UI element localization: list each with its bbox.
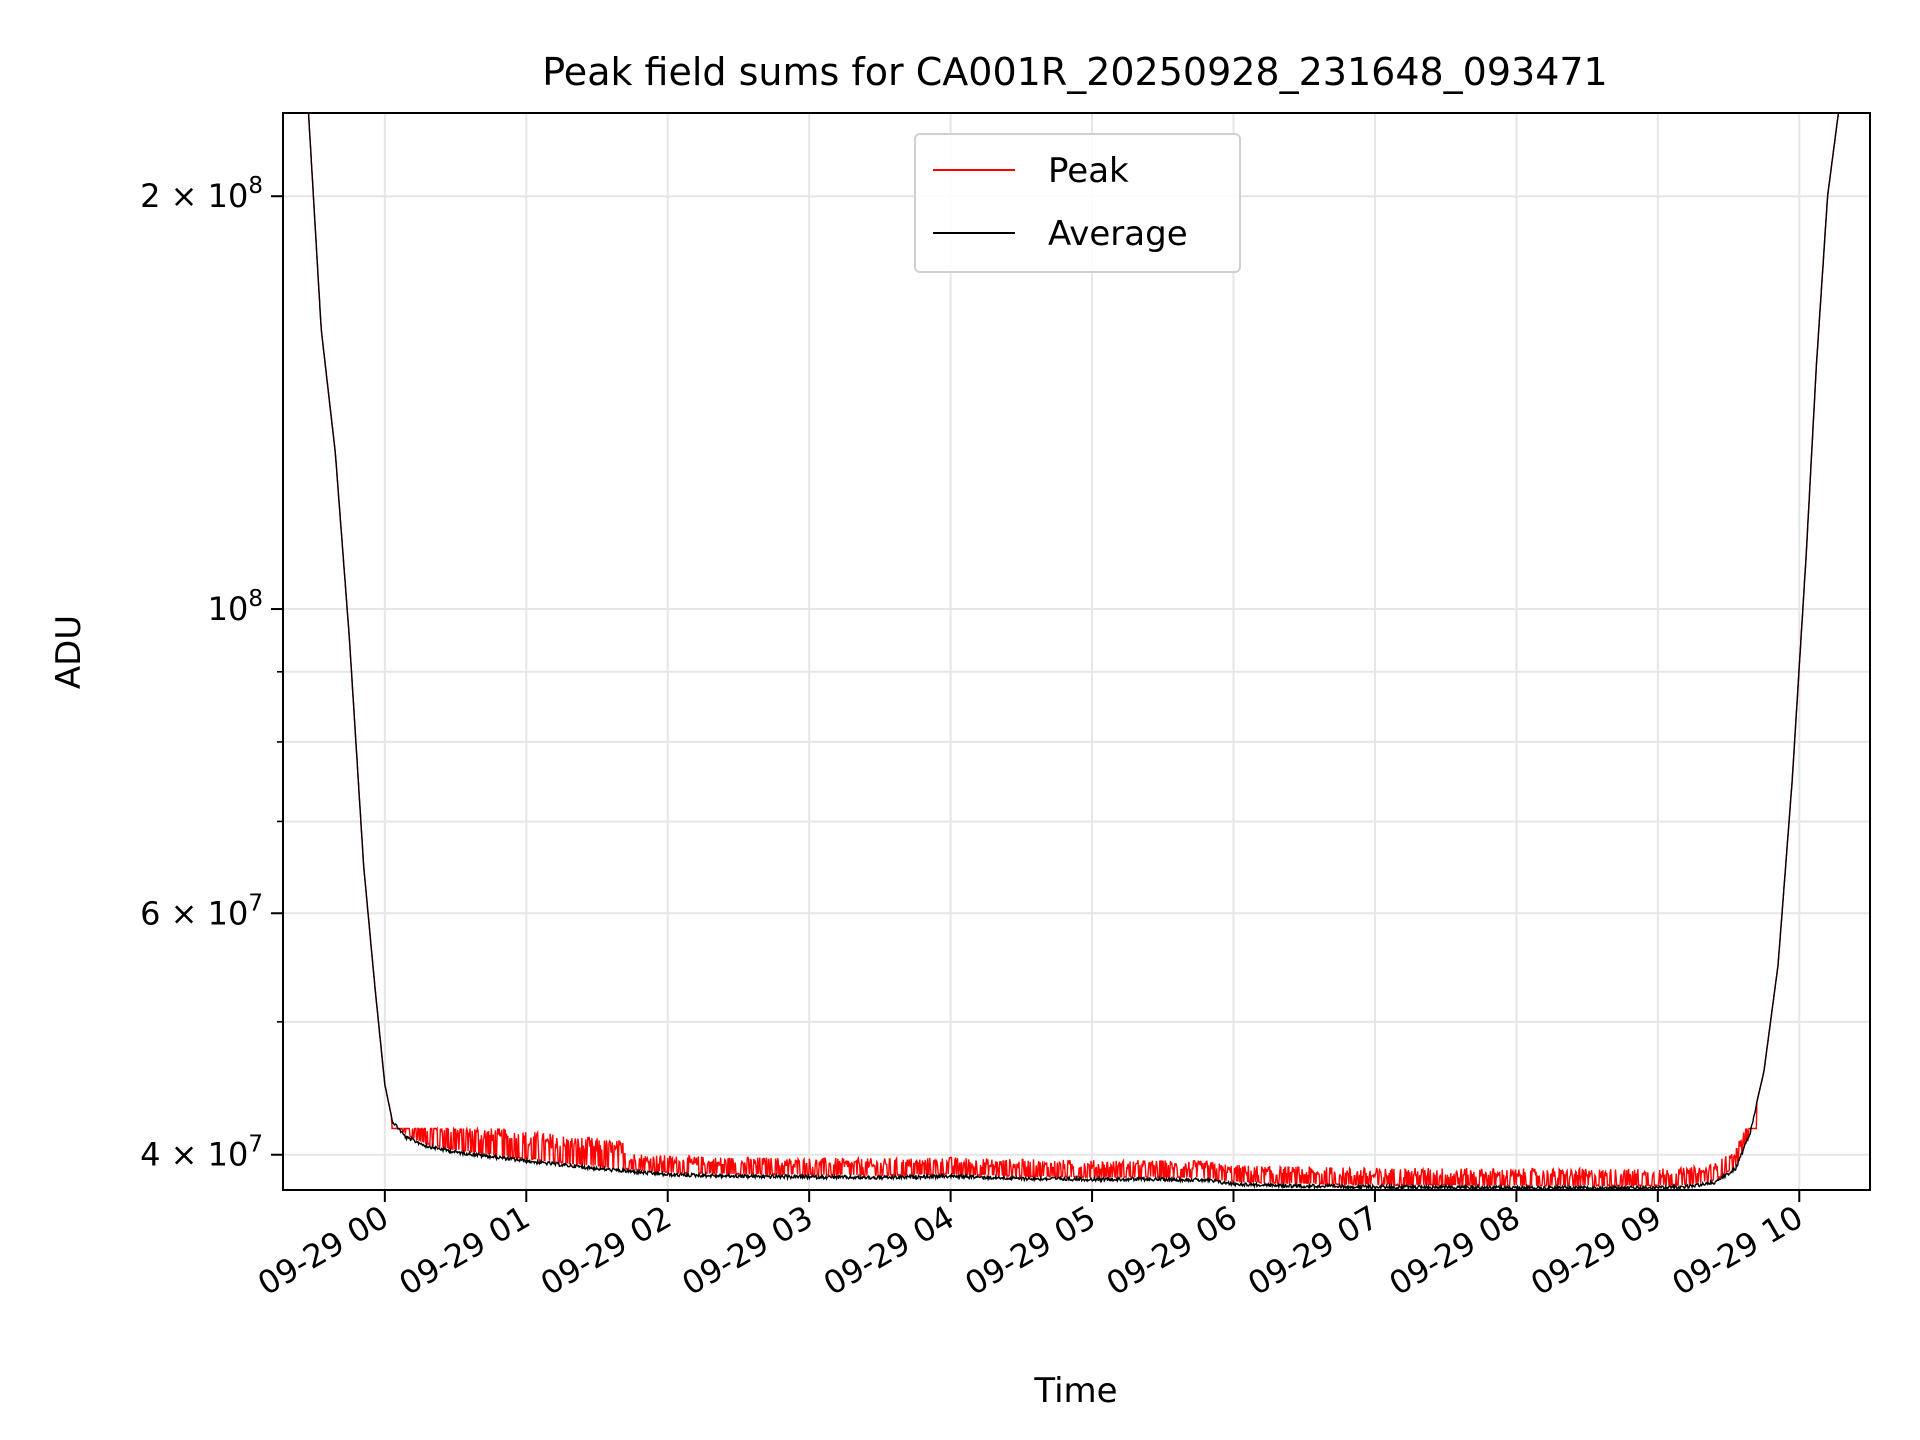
y-tick-label: 2 × 108 [140, 173, 263, 215]
legend: Peak Average [914, 133, 1241, 273]
chart-title: Peak field sums for CA001R_20250928_2316… [542, 50, 1607, 94]
series [307, 113, 1840, 1190]
y-tick-label: 108 [208, 586, 263, 628]
y-axis-label: ADU [49, 615, 89, 689]
legend-box [914, 133, 1241, 273]
legend-peak-label: Peak [1048, 151, 1129, 191]
y-tick-label: 6 × 107 [140, 890, 263, 932]
x-axis-label: Time [1033, 1371, 1117, 1411]
grid [283, 113, 1870, 1190]
legend-average-label: Average [1048, 214, 1188, 254]
average-series-line [307, 113, 1840, 1190]
y-tick-label: 4 × 107 [140, 1132, 263, 1174]
plot-frame [282, 112, 1871, 1191]
series-group [307, 113, 1840, 1190]
